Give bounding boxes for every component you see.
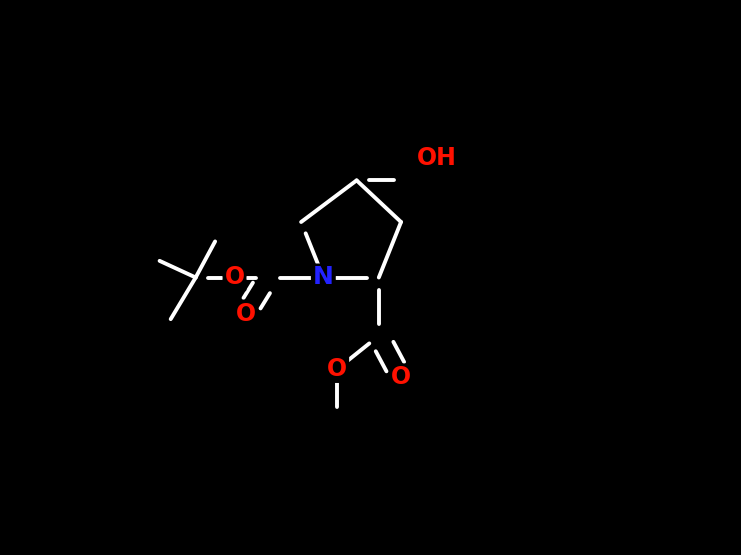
Text: O: O [225,265,245,290]
Text: O: O [327,357,348,381]
Text: O: O [236,301,256,326]
Text: O: O [391,365,411,390]
Text: N: N [313,265,333,290]
Text: OH: OH [417,146,457,170]
